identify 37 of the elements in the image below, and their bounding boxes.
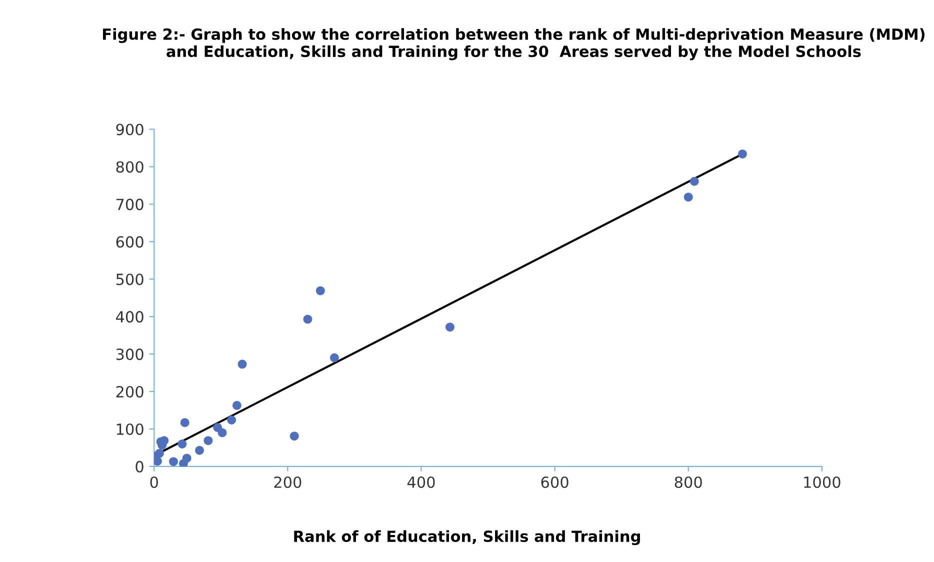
point: [290, 432, 299, 441]
x-tick-label: 400: [407, 476, 435, 488]
y-tick-label: 300: [116, 348, 144, 360]
x-tick-label: 800: [674, 476, 702, 488]
point: [204, 436, 213, 446]
point: [168, 457, 178, 466]
point: [178, 458, 188, 466]
y-tick-label: 100: [116, 423, 144, 436]
point: [303, 314, 312, 324]
point: [330, 353, 339, 362]
point: [738, 149, 747, 158]
point: [690, 176, 699, 186]
x-tick-label: 0: [150, 476, 158, 488]
y-tick-label: 400: [116, 311, 144, 323]
y-tick-label: 500: [116, 274, 144, 286]
point: [316, 286, 325, 296]
point: [232, 400, 242, 410]
point: [227, 416, 236, 424]
point: [178, 439, 187, 448]
point: [213, 422, 222, 432]
point: [218, 428, 227, 438]
x-tick-label: 1000: [804, 476, 840, 488]
y-tick-label: 0: [136, 460, 144, 472]
y-tick-label: 900: [116, 124, 144, 136]
y-tick-label: 800: [116, 161, 144, 173]
chart-title: Figure 2:- Graph to show the correlation between the rank of Multi-deprivation Measure (MDM) and Education, Skills and Training for the 30 Areas served by the Model Schools: [102, 28, 924, 60]
point: [180, 418, 190, 428]
x-tick-label: 600: [541, 476, 568, 488]
x-axis-title: Rank of of Education, Skills and Training: [294, 530, 640, 546]
y-tick-label: 700: [116, 198, 144, 210]
point: [195, 446, 204, 455]
x-tick-label: 200: [274, 476, 302, 488]
point: [238, 360, 247, 369]
point: [684, 192, 693, 202]
y-tick-label: 200: [116, 386, 144, 398]
y-tick-label: 600: [116, 236, 144, 248]
point: [445, 322, 454, 332]
